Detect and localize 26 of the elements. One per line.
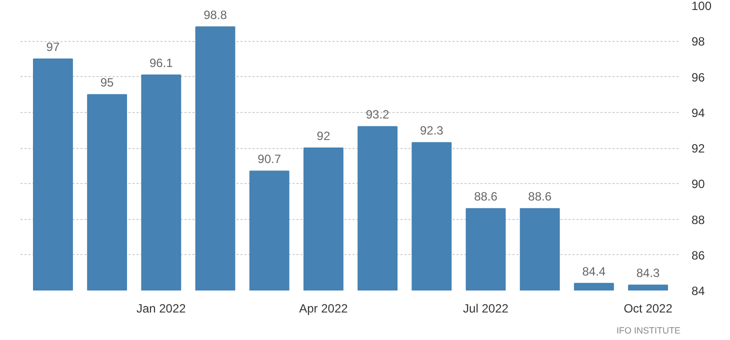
data-label: 84.4 bbox=[582, 264, 606, 278]
y-tick-label: 100 bbox=[692, 0, 712, 13]
data-label: 84.3 bbox=[636, 266, 660, 280]
x-tick-label: Jan 2022 bbox=[136, 302, 186, 316]
data-label: 93.2 bbox=[366, 108, 390, 122]
y-tick-label: 98 bbox=[692, 34, 706, 49]
y-tick-label: 86 bbox=[692, 248, 706, 262]
text: IFO INSTITUTE bbox=[616, 326, 680, 336]
data-label: 98.8 bbox=[204, 8, 228, 22]
data-label: 88.6 bbox=[474, 190, 498, 204]
data-label: 97 bbox=[46, 40, 60, 54]
data-label: 92.3 bbox=[420, 124, 444, 138]
y-tick-label: 88 bbox=[692, 212, 706, 227]
y-tick-label: 84 bbox=[692, 284, 706, 298]
data-label: 90.7 bbox=[258, 152, 282, 166]
data-label: 95 bbox=[100, 76, 114, 90]
x-tick-label: Jul 2022 bbox=[463, 302, 509, 316]
data-label: 92 bbox=[316, 129, 330, 143]
y-tick-label: 90 bbox=[692, 177, 706, 192]
data-label: 88.6 bbox=[528, 190, 552, 204]
data-label: 96.1 bbox=[149, 56, 174, 70]
y-tick-label: 92 bbox=[692, 142, 706, 156]
y-tick-label: 96 bbox=[692, 70, 706, 84]
y-tick-label: 94 bbox=[692, 106, 706, 120]
x-tick-label: Oct 2022 bbox=[624, 302, 673, 316]
x-tick-label: Apr 2022 bbox=[299, 302, 348, 316]
